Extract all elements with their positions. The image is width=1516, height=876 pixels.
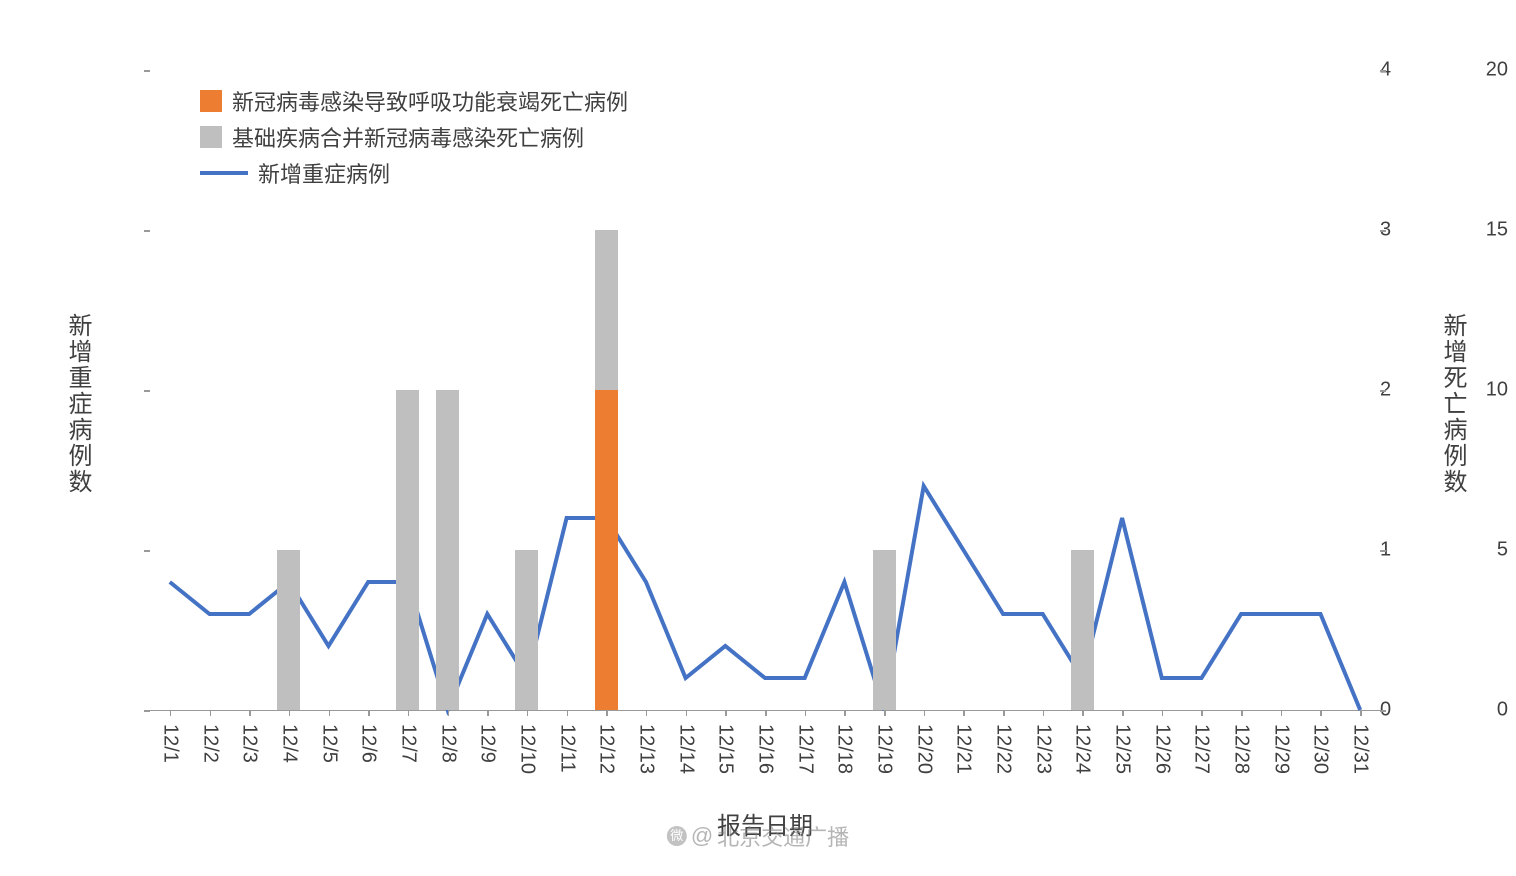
x-tick-mark	[1122, 710, 1124, 716]
y-left-tick-label: 5	[150, 539, 1508, 562]
watermark-at: @	[691, 823, 713, 849]
y-axis-left-title: 新增重症病例数	[60, 313, 95, 495]
x-tick-label: 12/2	[198, 724, 221, 763]
bar-underlying_disease_with_covid_deaths	[1071, 550, 1094, 710]
x-tick-mark	[963, 710, 965, 716]
x-tick-label: 12/13	[634, 724, 657, 774]
x-tick-label: 12/11	[555, 724, 578, 773]
x-tick-label: 12/6	[357, 724, 380, 763]
y-left-tick-mark	[144, 710, 150, 712]
x-tick-label: 12/26	[1150, 724, 1173, 774]
x-tick-mark	[1320, 710, 1322, 716]
x-tick-mark	[1003, 710, 1005, 716]
watermark: 微 @北京交通广播	[667, 820, 849, 852]
x-tick-label: 12/12	[595, 724, 618, 774]
x-tick-mark	[844, 710, 846, 716]
x-tick-label: 12/21	[952, 724, 975, 774]
weibo-icon: 微	[667, 826, 687, 846]
x-tick-label: 12/7	[396, 724, 419, 763]
x-tick-mark	[527, 710, 529, 716]
y-axis-right-title: 新增死亡病例数	[1435, 313, 1470, 495]
x-tick-label: 12/18	[833, 724, 856, 774]
x-tick-mark	[1043, 710, 1045, 716]
x-tick-label: 12/23	[1031, 724, 1054, 774]
y-right-tick-mark	[1380, 70, 1386, 72]
bar-underlying_disease_with_covid_deaths	[515, 550, 538, 710]
x-tick-mark	[765, 710, 767, 716]
x-tick-label: 12/27	[1190, 724, 1213, 774]
x-tick-label: 12/24	[1071, 724, 1094, 774]
x-tick-label: 12/1	[158, 724, 181, 763]
x-tick-mark	[249, 710, 251, 716]
chart-container: 新冠病毒感染导致呼吸功能衰竭死亡病例基础疾病合并新冠病毒感染死亡病例新增重症病例…	[0, 0, 1516, 876]
x-tick-label: 12/3	[238, 724, 261, 763]
x-tick-mark	[567, 710, 569, 716]
x-tick-mark	[686, 710, 688, 716]
line-path-new_severe_cases	[170, 486, 1360, 710]
x-tick-mark	[646, 710, 648, 716]
y-right-tick-mark	[1380, 710, 1386, 712]
x-tick-label: 12/25	[1111, 724, 1134, 774]
y-right-tick-mark	[1380, 230, 1386, 232]
y-left-tick-mark	[144, 550, 150, 552]
x-tick-mark	[210, 710, 212, 716]
x-tick-label: 12/20	[912, 724, 935, 774]
x-tick-mark	[1241, 710, 1243, 716]
bar-underlying_disease_with_covid_deaths	[277, 550, 300, 710]
x-tick-mark	[1201, 710, 1203, 716]
x-tick-label: 12/29	[1269, 724, 1292, 774]
x-tick-mark	[289, 710, 291, 716]
x-tick-mark	[805, 710, 807, 716]
x-tick-mark	[448, 710, 450, 716]
x-tick-label: 12/4	[277, 724, 300, 763]
y-right-tick-mark	[1380, 390, 1386, 392]
x-tick-mark	[1082, 710, 1084, 716]
x-tick-label: 12/5	[317, 724, 340, 763]
x-tick-label: 12/14	[674, 724, 697, 774]
x-tick-mark	[487, 710, 489, 716]
x-tick-mark	[606, 710, 608, 716]
y-left-tick-mark	[144, 390, 150, 392]
x-tick-mark	[884, 710, 886, 716]
y-left-tick-label: 10	[150, 379, 1508, 402]
x-tick-label: 12/31	[1349, 724, 1372, 774]
x-tick-label: 12/9	[476, 724, 499, 763]
y-left-tick-label: 0	[150, 699, 1508, 722]
y-left-tick-label: 15	[150, 219, 1508, 242]
x-tick-label: 12/10	[515, 724, 538, 774]
x-tick-mark	[408, 710, 410, 716]
x-tick-label: 12/15	[714, 724, 737, 774]
x-tick-label: 12/16	[754, 724, 777, 774]
x-tick-label: 12/30	[1309, 724, 1332, 774]
x-tick-mark	[924, 710, 926, 716]
x-tick-mark	[368, 710, 370, 716]
x-tick-mark	[725, 710, 727, 716]
bar-underlying_disease_with_covid_deaths	[595, 230, 618, 390]
y-left-tick-label: 20	[150, 59, 1508, 82]
x-tick-mark	[170, 710, 172, 716]
x-tick-mark	[1281, 710, 1283, 716]
x-tick-label: 12/8	[436, 724, 459, 763]
x-tick-label: 12/19	[873, 724, 896, 774]
y-right-tick-mark	[1380, 550, 1386, 552]
y-left-tick-mark	[144, 230, 150, 232]
x-tick-mark	[1162, 710, 1164, 716]
y-left-tick-mark	[144, 70, 150, 72]
x-tick-label: 12/28	[1230, 724, 1253, 774]
x-tick-label: 12/17	[793, 724, 816, 774]
bar-underlying_disease_with_covid_deaths	[873, 550, 896, 710]
x-tick-mark	[1360, 710, 1362, 716]
x-tick-label: 12/22	[992, 724, 1015, 774]
x-tick-mark	[329, 710, 331, 716]
watermark-text: 北京交通广播	[717, 820, 849, 852]
